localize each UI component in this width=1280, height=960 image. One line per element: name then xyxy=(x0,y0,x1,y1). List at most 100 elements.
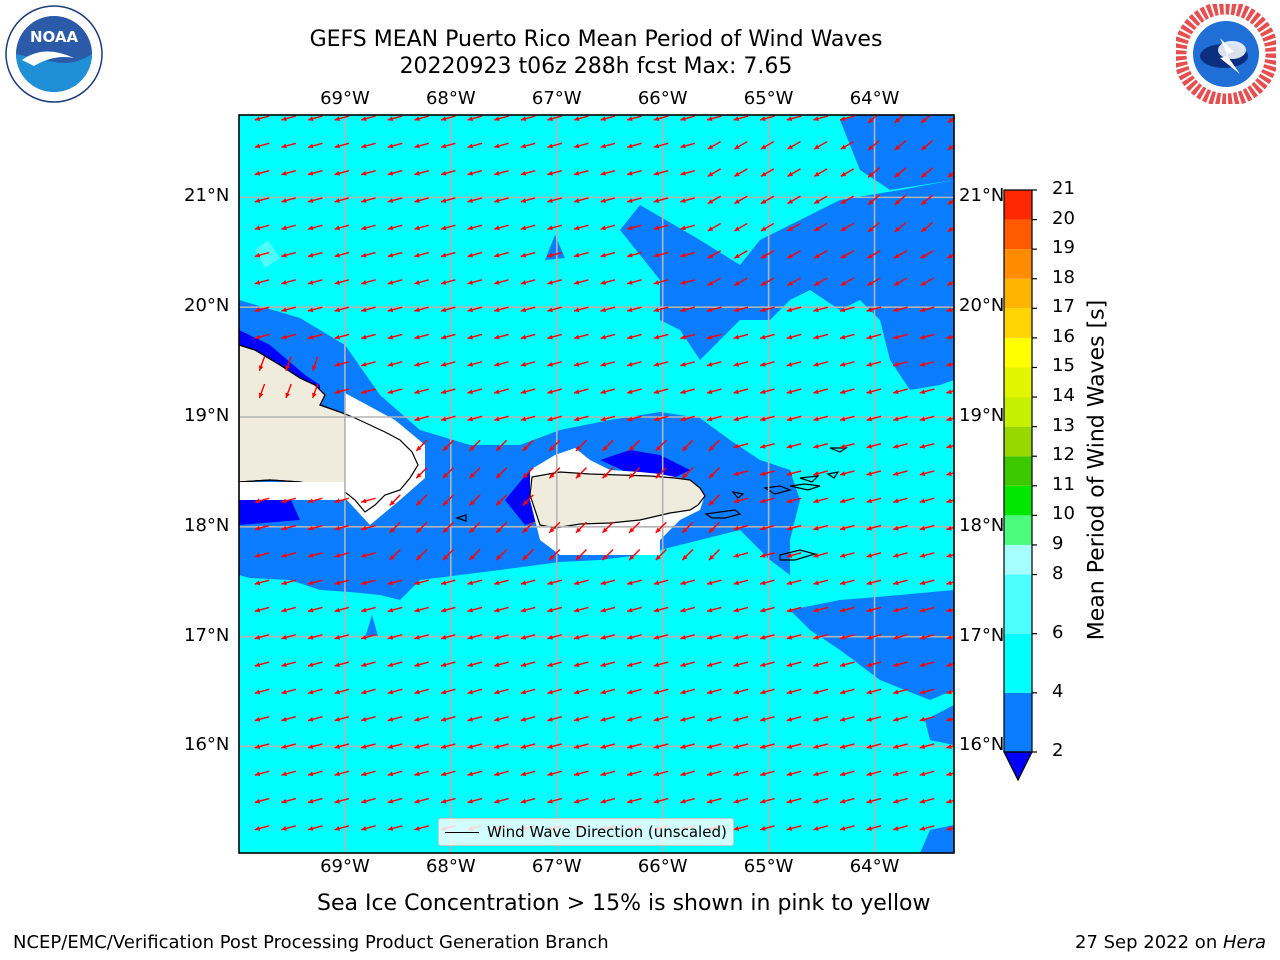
wind-vector-head xyxy=(734,199,740,204)
wind-vector-head xyxy=(334,280,340,285)
wind-vector-head xyxy=(334,689,340,695)
wind-vector-head xyxy=(627,798,633,804)
contour-band-2-4s-corner xyxy=(920,825,954,853)
wind-vector-head xyxy=(707,171,714,177)
wind-vector-head xyxy=(786,525,793,531)
wind-vector-head xyxy=(680,744,686,749)
wind-vector-head xyxy=(893,771,899,777)
wind-vector-head xyxy=(786,307,793,313)
wind-vector-head xyxy=(520,170,527,176)
wind-vector-head xyxy=(813,416,819,422)
sea-ice-note: Sea Ice Concentration > 15% is shown in … xyxy=(317,891,931,916)
wind-vector-head xyxy=(440,252,447,258)
wind-vector-head xyxy=(467,744,473,749)
wind-vector-head xyxy=(469,500,475,506)
land-culebra xyxy=(731,491,745,499)
lat-label-right: 20°N xyxy=(959,295,1005,317)
wind-vector-head xyxy=(389,554,395,561)
wind-vector-head xyxy=(706,389,713,394)
wind-vector-head xyxy=(787,144,793,150)
wind-vector-head xyxy=(387,143,394,149)
wind-vector-head xyxy=(414,389,420,394)
wind-vector-head xyxy=(285,392,290,399)
lat-label-left: 18°N xyxy=(184,514,230,536)
wind-vector-head xyxy=(629,445,635,451)
wind-vector-head xyxy=(627,580,633,586)
wind-vector-head xyxy=(600,771,606,777)
wind-vector-head xyxy=(653,635,660,640)
wind-vector-head xyxy=(440,362,447,367)
wind-vector-head xyxy=(919,553,926,558)
wind-vector-head xyxy=(814,253,820,259)
wind-vector-head xyxy=(707,226,714,231)
wind-vector-head xyxy=(734,253,740,259)
colorbar-tick-label: 14 xyxy=(1052,385,1075,407)
wind-vector-head xyxy=(653,307,660,313)
wind-vector-head xyxy=(312,392,317,399)
wind-vector-head xyxy=(440,416,447,422)
wind-vector-head xyxy=(919,662,926,667)
wind-vector-head xyxy=(733,498,739,504)
colorbar-segment xyxy=(1004,308,1032,338)
wind-vector-head xyxy=(520,143,527,149)
wind-vector-head xyxy=(839,471,846,476)
wind-vector-head xyxy=(334,716,340,722)
colorbar-segment xyxy=(1004,692,1032,752)
wind-vector-head xyxy=(547,389,553,394)
wind-vector-head xyxy=(893,662,899,667)
wind-vector-head xyxy=(387,662,394,667)
wind-vector-head xyxy=(467,662,473,667)
wind-vector-head xyxy=(334,498,340,504)
wind-vector-head xyxy=(307,525,314,531)
wind-vector-head xyxy=(254,553,261,558)
wind-vector-head xyxy=(573,798,580,804)
wind-vector-head xyxy=(839,716,846,722)
wind-vector-head xyxy=(254,116,261,121)
wind-vector-head xyxy=(440,771,447,777)
land-virgin-gorda xyxy=(799,475,820,483)
wind-vector-head xyxy=(733,389,739,394)
wind-vector-head xyxy=(254,280,261,285)
wind-vector-head xyxy=(707,199,714,204)
wind-vector-head xyxy=(547,116,553,121)
wind-vector-head xyxy=(467,280,473,285)
wind-vector-head xyxy=(733,716,739,722)
wind-vector-head xyxy=(440,744,447,749)
wind-vector-head xyxy=(653,170,660,176)
footer-date: 27 Sep 2022 on Hera xyxy=(1075,933,1266,953)
wind-vector-head xyxy=(760,471,766,476)
wind-vector-head xyxy=(387,580,394,586)
wind-vector-head xyxy=(494,170,500,176)
wind-vector-head xyxy=(653,798,660,804)
wind-vector-head xyxy=(706,689,713,695)
wind-vector-head xyxy=(496,554,502,561)
wind-vector-head xyxy=(653,744,660,749)
wind-vector-head xyxy=(361,689,367,695)
wind-vector-head xyxy=(573,716,580,722)
wind-vector-head xyxy=(839,389,846,394)
wind-vector-head xyxy=(254,170,261,176)
wind-vector-head xyxy=(547,580,553,586)
wind-vector-head xyxy=(813,662,819,667)
wind-vector-head xyxy=(389,500,395,506)
wind-vector-head xyxy=(600,416,606,422)
wind-vector-head xyxy=(361,143,367,149)
wind-vector-head xyxy=(813,362,819,367)
wind-vector-head xyxy=(787,253,793,259)
wind-vector-head xyxy=(307,252,314,258)
wind-vector-head xyxy=(520,252,527,258)
wind-vector-head xyxy=(467,143,473,149)
wind-vector-head xyxy=(760,635,766,640)
land-st-croix xyxy=(779,549,818,561)
wind-vector-head xyxy=(440,689,447,695)
wind-vector-head xyxy=(760,607,766,613)
data-gap-hispaniola-east xyxy=(345,393,425,525)
wind-vector-head xyxy=(281,252,287,258)
contour-band-2-4s-north xyxy=(840,115,954,190)
wind-vector-head xyxy=(547,416,553,422)
wind-vector-head xyxy=(653,662,660,667)
wind-vector-head xyxy=(947,253,953,259)
wind-vector-head xyxy=(919,771,926,777)
wind-vector-head xyxy=(760,826,766,831)
